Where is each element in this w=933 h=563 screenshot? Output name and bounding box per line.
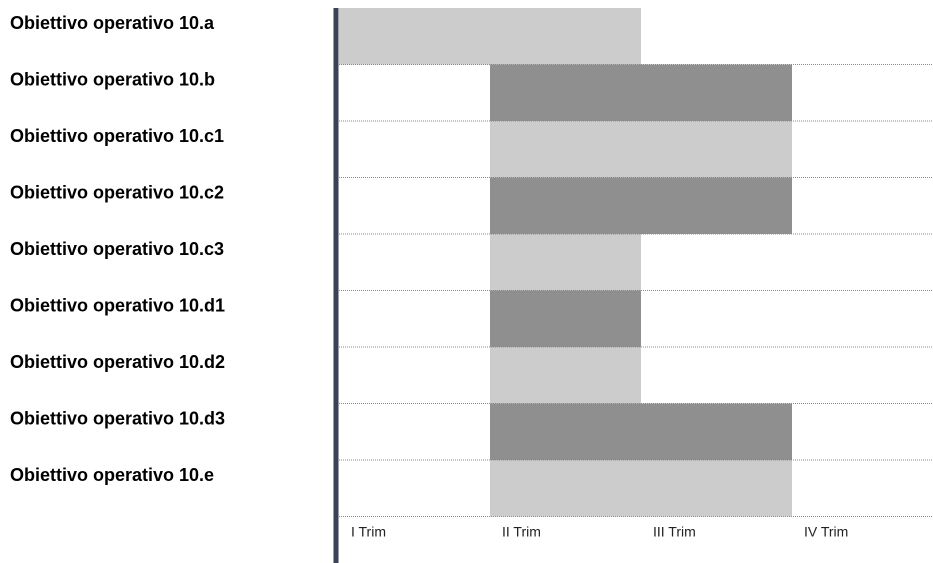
- row-label-1: Obiettivo operativo 10.a: [10, 13, 215, 33]
- gantt-bar-5: [490, 234, 641, 291]
- row-label-7: Obiettivo operativo 10.d2: [10, 352, 225, 372]
- gantt-bar-4: [490, 177, 792, 234]
- gantt-bar-8: [490, 403, 792, 460]
- tick-label-2: II Trim: [502, 524, 541, 540]
- gridlines-group: [339, 64, 933, 517]
- gantt-bar-2: [490, 64, 792, 121]
- row-label-4: Obiettivo operativo 10.c2: [10, 183, 224, 203]
- tick-labels-group: I Trim II Trim III Trim IV Trim: [351, 524, 848, 540]
- row-label-8: Obiettivo operativo 10.d3: [10, 409, 225, 429]
- gantt-bar-3: [490, 121, 792, 178]
- row-labels-group: Obiettivo operativo 10.a Obiettivo operat…: [10, 13, 225, 485]
- tick-label-3: III Trim: [653, 524, 696, 540]
- gantt-bar-6: [490, 290, 641, 347]
- tick-label-1: I Trim: [351, 524, 386, 540]
- row-label-6: Obiettivo operativo 10.d1: [10, 296, 225, 316]
- row-label-5: Obiettivo operativo 10.c3: [10, 239, 224, 259]
- gantt-bar-9: [490, 460, 792, 517]
- gantt-bar-7: [490, 347, 641, 404]
- row-label-9: Obiettivo operativo 10.e: [10, 465, 214, 485]
- row-label-2: Obiettivo operativo 10.b: [10, 70, 215, 90]
- row-label-3: Obiettivo operativo 10.c1: [10, 126, 224, 146]
- gantt-bar-1: [339, 8, 641, 65]
- tick-label-4: IV Trim: [804, 524, 848, 540]
- bars-group: [339, 8, 792, 517]
